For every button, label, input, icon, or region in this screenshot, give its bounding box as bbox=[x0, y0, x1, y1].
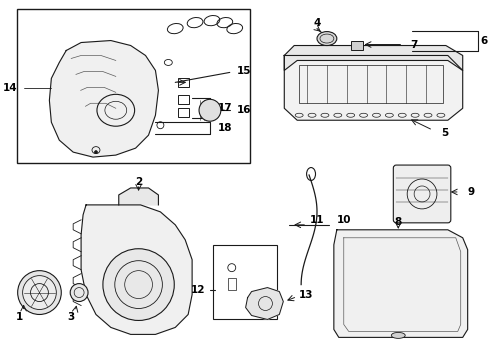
Text: 7: 7 bbox=[410, 40, 417, 50]
Polygon shape bbox=[81, 205, 192, 334]
Polygon shape bbox=[284, 55, 463, 120]
Ellipse shape bbox=[70, 284, 88, 302]
Text: 6: 6 bbox=[481, 36, 488, 46]
Bar bbox=[178, 78, 189, 87]
Polygon shape bbox=[284, 45, 463, 71]
Text: 18: 18 bbox=[218, 123, 232, 133]
Text: 11: 11 bbox=[310, 215, 324, 225]
Bar bbox=[351, 41, 363, 50]
Ellipse shape bbox=[23, 276, 56, 310]
Text: 8: 8 bbox=[394, 217, 402, 227]
Text: 5: 5 bbox=[441, 128, 448, 138]
Ellipse shape bbox=[199, 99, 221, 121]
Bar bbox=[178, 95, 189, 104]
FancyBboxPatch shape bbox=[393, 165, 451, 223]
Text: 15: 15 bbox=[237, 67, 251, 76]
Bar bbox=[17, 9, 249, 163]
Polygon shape bbox=[49, 41, 158, 157]
Text: 17: 17 bbox=[218, 103, 233, 113]
Bar bbox=[299, 66, 443, 103]
Text: 9: 9 bbox=[467, 187, 475, 197]
Bar bbox=[228, 278, 236, 289]
Polygon shape bbox=[245, 288, 283, 319]
Bar bbox=[178, 108, 189, 117]
Text: 3: 3 bbox=[68, 312, 75, 323]
Ellipse shape bbox=[18, 271, 61, 315]
Ellipse shape bbox=[95, 150, 98, 154]
Text: 16: 16 bbox=[237, 105, 251, 115]
Text: 14: 14 bbox=[2, 84, 17, 93]
Text: 13: 13 bbox=[299, 289, 314, 300]
Text: 12: 12 bbox=[191, 284, 205, 294]
Text: 4: 4 bbox=[313, 18, 320, 28]
Text: 10: 10 bbox=[337, 215, 351, 225]
Polygon shape bbox=[119, 188, 158, 205]
Polygon shape bbox=[334, 230, 467, 337]
Text: 1: 1 bbox=[16, 312, 23, 323]
Bar bbox=[213, 245, 277, 319]
Ellipse shape bbox=[392, 332, 405, 338]
Ellipse shape bbox=[317, 32, 337, 45]
Text: 2: 2 bbox=[135, 177, 142, 187]
Ellipse shape bbox=[103, 249, 174, 320]
